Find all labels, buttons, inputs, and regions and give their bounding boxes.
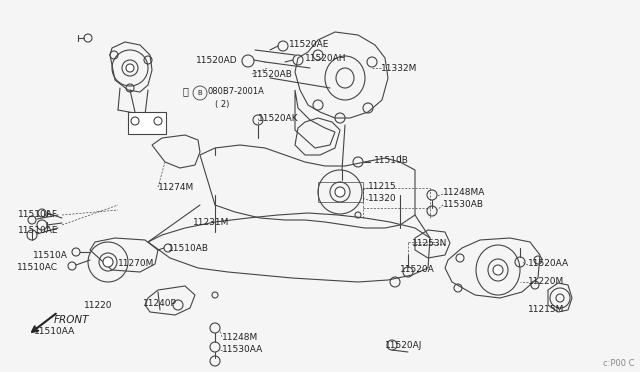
Text: 11510AA: 11510AA xyxy=(34,327,75,337)
Text: 080B7-2001A: 080B7-2001A xyxy=(208,87,265,96)
Text: 11520AD: 11520AD xyxy=(196,55,238,64)
Text: Ⓑ: Ⓑ xyxy=(182,86,188,96)
Text: 11253N: 11253N xyxy=(412,238,447,247)
Text: 11520AK: 11520AK xyxy=(258,113,299,122)
Text: 11530AB: 11530AB xyxy=(443,199,484,208)
Text: 11248MA: 11248MA xyxy=(443,187,485,196)
Circle shape xyxy=(493,265,503,275)
Text: B: B xyxy=(198,90,202,96)
Text: 11520AB: 11520AB xyxy=(252,70,293,78)
Text: 11510A: 11510A xyxy=(33,250,68,260)
Text: 11240P: 11240P xyxy=(143,298,177,308)
Text: 11520A: 11520A xyxy=(400,266,435,275)
Text: 11510B: 11510B xyxy=(374,155,409,164)
Circle shape xyxy=(103,257,113,267)
Text: 11510AE: 11510AE xyxy=(18,225,58,234)
Bar xyxy=(318,182,363,202)
Text: 11231M: 11231M xyxy=(193,218,229,227)
Text: 11270M: 11270M xyxy=(118,259,154,267)
Circle shape xyxy=(126,64,134,72)
Circle shape xyxy=(335,187,345,197)
Text: 11274M: 11274M xyxy=(158,183,195,192)
Text: 11510AF: 11510AF xyxy=(18,209,58,218)
Text: 11520AA: 11520AA xyxy=(528,260,569,269)
Text: ( 2): ( 2) xyxy=(215,99,229,109)
Bar xyxy=(128,112,166,134)
Text: 11530AA: 11530AA xyxy=(222,346,263,355)
Text: 11215M: 11215M xyxy=(528,305,564,314)
Text: FRONT: FRONT xyxy=(54,315,90,325)
Text: 11215: 11215 xyxy=(368,182,397,190)
Text: 11332M: 11332M xyxy=(381,64,417,73)
Text: 11248M: 11248M xyxy=(222,333,259,341)
Text: 11510AB: 11510AB xyxy=(168,244,209,253)
Text: 11220: 11220 xyxy=(83,301,112,310)
Text: 11520AJ: 11520AJ xyxy=(385,341,422,350)
Text: 11520AE: 11520AE xyxy=(289,39,330,48)
Text: 11520AH: 11520AH xyxy=(305,54,346,62)
Text: 11510AC: 11510AC xyxy=(17,263,58,273)
Text: 11220M: 11220M xyxy=(528,276,564,285)
Text: c:P00 C: c:P00 C xyxy=(604,359,635,368)
Text: 11320: 11320 xyxy=(368,193,397,202)
